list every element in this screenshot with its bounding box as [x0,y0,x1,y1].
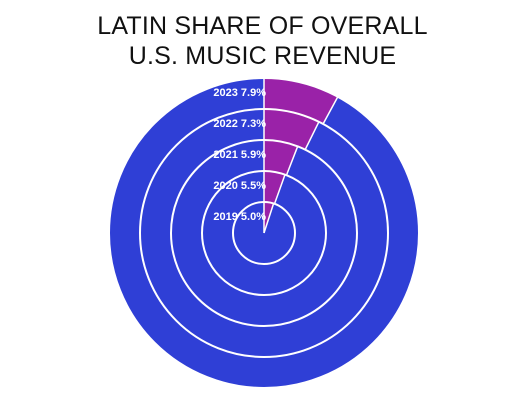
ring-label-2022: 2022 7.3% [213,118,266,130]
chart-title-line-1: LATIN SHARE OF OVERALL [97,12,428,40]
ring-label-2023: 2023 7.9% [213,87,266,99]
chart-title-line-2: U.S. MUSIC REVENUE [128,42,397,70]
chart-title: LATIN SHARE OF OVERALL U.S. MUSIC REVENU… [0,11,525,71]
ring-label-2021: 2021 5.9% [213,149,266,161]
ring-2019-edge [263,203,275,234]
ring-label-2019: 2019 5.0% [213,211,266,223]
ring-2023-edge [322,96,339,125]
rings-group [108,77,420,389]
ring-2020-edge [273,174,286,205]
ring-2022-edge [304,121,320,150]
ring-2021-edge [285,146,299,176]
ring-label-2020: 2020 5.5% [213,180,266,192]
labels-group: 2019 5.0% 2020 5.5% 2021 5.9% 2022 7.3% 2023… [213,87,266,223]
